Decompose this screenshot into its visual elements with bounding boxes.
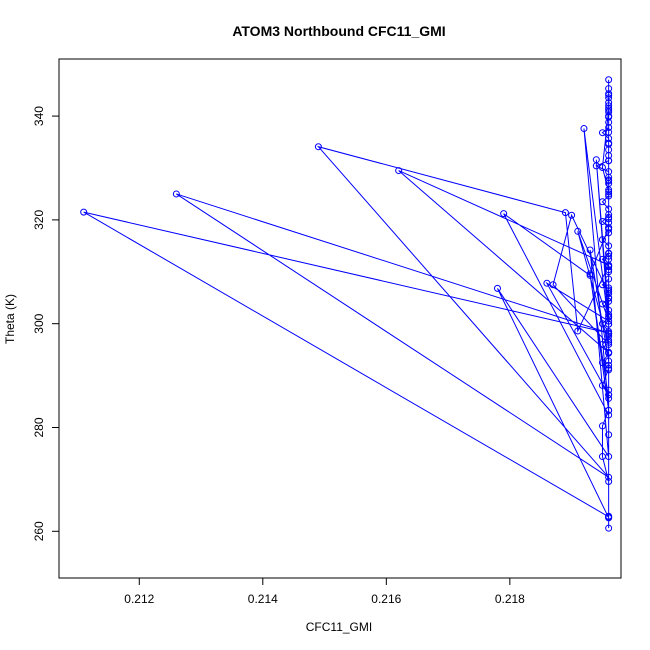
- data-point: [605, 349, 613, 357]
- data-point: [598, 381, 606, 389]
- data-point: [605, 261, 613, 269]
- data-point: [605, 250, 613, 258]
- data-point: [605, 312, 613, 320]
- x-axis: 0.212 0.214 0.216 0.218: [124, 578, 525, 606]
- data-point: [605, 102, 613, 110]
- data-point: [598, 300, 606, 308]
- data-point: [80, 208, 88, 216]
- data-point: [605, 124, 613, 132]
- data-point: [605, 473, 613, 481]
- data-point: [598, 422, 606, 430]
- x-tick-label: 0.216: [371, 592, 401, 606]
- data-point: [605, 310, 613, 318]
- data-point: [605, 215, 613, 223]
- y-tick-label: 320: [32, 210, 46, 230]
- data-point: [605, 112, 613, 120]
- data-point: [605, 91, 613, 99]
- y-axis: 260 280 300 320 340: [32, 106, 59, 541]
- data-point: [395, 167, 403, 175]
- data-point: [605, 242, 613, 250]
- data-point: [605, 176, 613, 184]
- data-point: [605, 76, 613, 84]
- data-point: [598, 163, 606, 171]
- data-point: [605, 266, 613, 274]
- data-point: [605, 361, 613, 369]
- data-point: [605, 431, 613, 439]
- data-point: [172, 190, 180, 198]
- data-point: [605, 218, 613, 226]
- data-point: [605, 394, 613, 402]
- data-point: [598, 281, 606, 289]
- data-point: [574, 227, 582, 235]
- series-line: [83, 79, 610, 529]
- data-point: [605, 94, 613, 102]
- data-series: [80, 76, 613, 532]
- data-point: [605, 524, 613, 532]
- data-point: [605, 320, 613, 328]
- data-point: [605, 338, 613, 346]
- data-point: [605, 99, 613, 107]
- data-point: [605, 386, 613, 394]
- data-point: [314, 143, 322, 151]
- data-point: [605, 411, 613, 419]
- data-point: [605, 205, 613, 213]
- y-axis-label: Theta (K): [3, 294, 17, 344]
- data-point: [605, 229, 613, 237]
- data-point: [543, 279, 551, 287]
- data-point: [605, 224, 613, 232]
- data-point: [605, 317, 613, 325]
- data-point: [598, 359, 606, 367]
- data-point: [605, 406, 613, 414]
- data-point: [605, 477, 613, 485]
- data-point: [605, 336, 613, 344]
- y-tick-label: 280: [32, 417, 46, 437]
- chart-title: ATOM3 Northbound CFC11_GMI: [232, 23, 445, 39]
- data-point: [605, 297, 613, 305]
- plot-frame: [58, 58, 622, 579]
- y-tick-label: 260: [32, 521, 46, 541]
- data-point: [500, 210, 508, 218]
- data-point: [605, 294, 613, 302]
- x-tick-label: 0.212: [124, 592, 154, 606]
- y-tick-label: 340: [32, 106, 46, 126]
- data-point: [561, 209, 569, 217]
- data-point: [605, 340, 613, 348]
- data-point: [605, 190, 613, 198]
- data-point: [605, 357, 613, 365]
- data-point: [568, 211, 576, 219]
- data-point: [605, 275, 613, 283]
- data-point: [605, 366, 613, 374]
- data-point: [586, 246, 594, 254]
- data-point: [605, 168, 613, 176]
- data-point: [605, 139, 613, 147]
- data-point: [586, 270, 594, 278]
- data-point: [493, 284, 501, 292]
- y-tick-label: 300: [32, 313, 46, 333]
- data-point: [605, 128, 613, 136]
- x-axis-label: CFC11_GMI: [306, 620, 372, 634]
- data-point: [580, 125, 588, 133]
- data-point: [605, 453, 613, 461]
- data-point: [605, 252, 613, 260]
- data-point: [605, 286, 613, 294]
- data-point: [605, 188, 613, 196]
- data-point: [549, 281, 557, 289]
- x-tick-label: 0.214: [248, 592, 278, 606]
- data-point: [605, 157, 613, 165]
- data-point: [605, 329, 613, 337]
- data-point: [605, 512, 613, 520]
- x-tick-label: 0.218: [495, 592, 525, 606]
- data-point: [605, 391, 613, 399]
- data-point: [605, 85, 613, 93]
- data-point: [592, 156, 600, 164]
- data-point: [598, 198, 606, 206]
- data-point: [598, 236, 606, 244]
- data-point: [605, 290, 613, 298]
- data-point: [574, 327, 582, 335]
